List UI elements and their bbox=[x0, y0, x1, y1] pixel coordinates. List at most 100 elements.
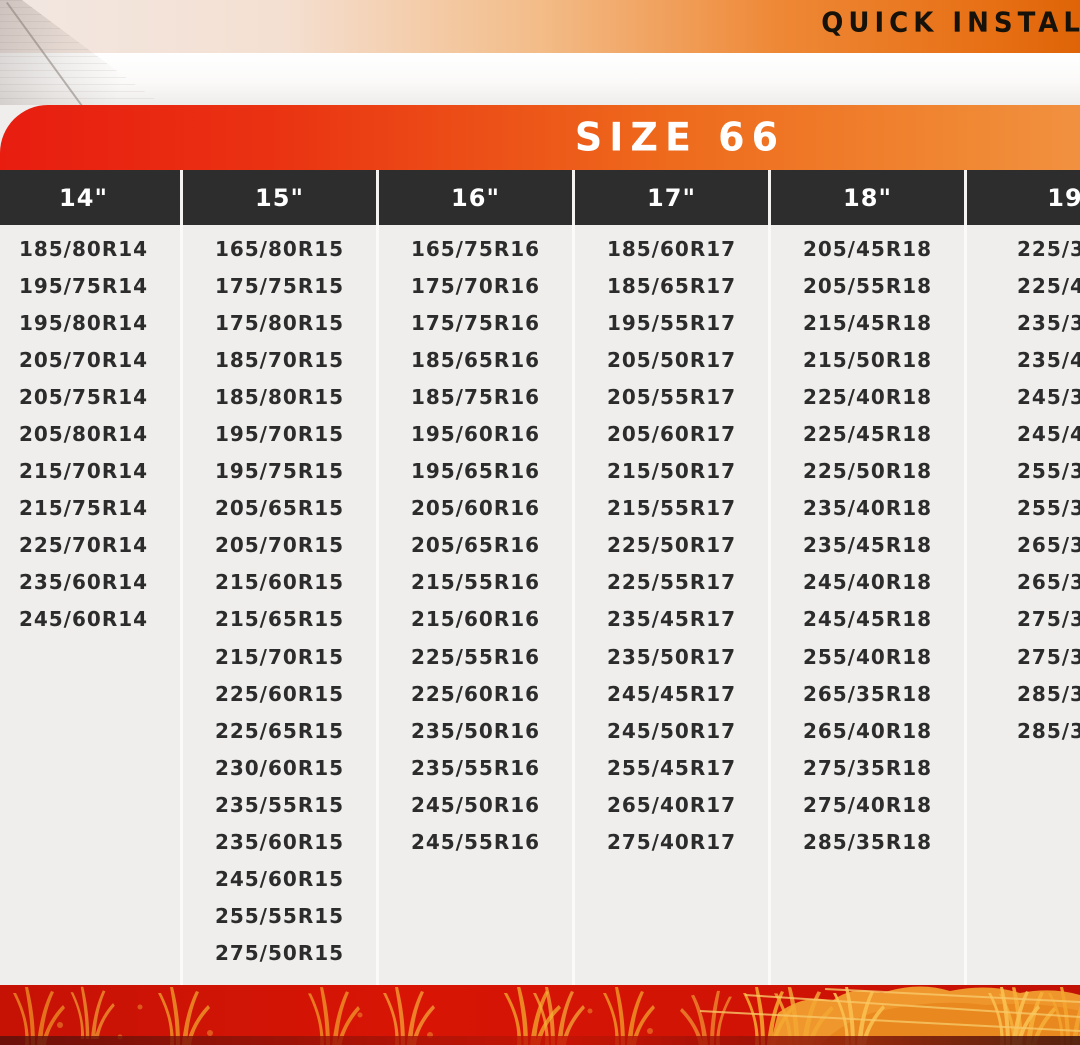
column-header-16: 16" bbox=[379, 170, 575, 225]
tire-size-cell: 195/75R15 bbox=[214, 459, 345, 484]
tire-size-cell: 285/35R18 bbox=[802, 830, 933, 855]
tire-size-cell: 195/65R16 bbox=[410, 459, 541, 484]
tire-size-cell: 245/50R17 bbox=[606, 718, 737, 743]
tire-size-cell: 185/60R17 bbox=[606, 236, 737, 261]
tire-size-cell: 235/60R14 bbox=[18, 570, 149, 595]
tire-size-cell: 275/35R18 bbox=[802, 755, 933, 780]
tire-size-cell: 255/40R18 bbox=[802, 644, 933, 669]
tire-size-cell: 225/4 bbox=[1017, 273, 1080, 298]
tire-size-cell: 265/35R18 bbox=[802, 681, 933, 706]
table-header-row: 14" 15" 16" 17" 18" 19 bbox=[0, 170, 1080, 225]
tire-size-cell: 265/40R18 bbox=[802, 718, 933, 743]
tire-size-cell: 185/65R16 bbox=[410, 347, 541, 372]
tire-size-cell: 195/70R15 bbox=[214, 422, 345, 447]
bottom-dark-strip bbox=[0, 1036, 1080, 1045]
tire-size-cell: 185/80R14 bbox=[18, 236, 149, 261]
tire-size-cell: 235/45R17 bbox=[606, 607, 737, 632]
tire-size-cell: 245/3 bbox=[1017, 384, 1080, 409]
tire-size-cell: 265/3 bbox=[1017, 533, 1080, 558]
tire-size-cell: 245/60R15 bbox=[214, 867, 345, 892]
tire-size-cell: 275/50R15 bbox=[214, 941, 345, 966]
tire-size-cell: 225/60R15 bbox=[214, 681, 345, 706]
tire-size-cell: 205/55R18 bbox=[802, 273, 933, 298]
tire-size-cell: 175/75R15 bbox=[214, 273, 345, 298]
tire-size-cell: 205/60R17 bbox=[606, 422, 737, 447]
tire-size-cell: 215/55R16 bbox=[410, 570, 541, 595]
tire-size-cell: 225/70R14 bbox=[18, 533, 149, 558]
column-header-14: 14" bbox=[0, 170, 183, 225]
tire-size-cell: 275/3 bbox=[1017, 644, 1080, 669]
tire-size-cell: 235/3 bbox=[1017, 310, 1080, 335]
tire-size-cell: 235/60R15 bbox=[214, 830, 345, 855]
tire-size-cell: 215/55R17 bbox=[606, 496, 737, 521]
tire-size-cell: 185/65R17 bbox=[606, 273, 737, 298]
tire-size-cell: 245/55R16 bbox=[410, 830, 541, 855]
tire-size-cell: 215/60R15 bbox=[214, 570, 345, 595]
tire-size-cell: 205/55R17 bbox=[606, 384, 737, 409]
tire-size-cell: 255/45R17 bbox=[606, 755, 737, 780]
tire-size-cell: 175/80R15 bbox=[214, 310, 345, 335]
tire-size-cell: 205/65R16 bbox=[410, 533, 541, 558]
column-header-label: 19 bbox=[1047, 183, 1080, 212]
tire-size-cell: 255/3 bbox=[1017, 496, 1080, 521]
tire-size-column-16: 165/75R16 175/70R16 175/75R16 185/65R16 185/… bbox=[379, 225, 575, 985]
tire-size-cell: 255/3 bbox=[1017, 459, 1080, 484]
tire-size-cell: 205/70R15 bbox=[214, 533, 345, 558]
tire-size-cell: 225/40R18 bbox=[802, 384, 933, 409]
tire-size-column-14: 185/80R14 195/75R14 195/80R14 205/70R14 205/… bbox=[0, 225, 183, 985]
tire-size-cell: 235/50R17 bbox=[606, 644, 737, 669]
tire-size-cell: 215/50R18 bbox=[802, 347, 933, 372]
tire-size-cell: 275/40R18 bbox=[802, 792, 933, 817]
column-header-17: 17" bbox=[575, 170, 771, 225]
size-banner: SIZE 66 bbox=[0, 105, 1080, 170]
tire-size-cell: 195/60R16 bbox=[410, 422, 541, 447]
tire-size-cell: 255/55R15 bbox=[214, 904, 345, 929]
size-banner-title: SIZE 66 bbox=[574, 113, 786, 160]
tire-size-cell: 165/80R15 bbox=[214, 236, 345, 261]
tire-size-column-15: 165/80R15 175/75R15 175/80R15 185/70R15 185/… bbox=[183, 225, 379, 985]
tire-size-cell: 225/45R18 bbox=[802, 422, 933, 447]
quick-install-title: QUICK INSTAL bbox=[821, 7, 1080, 39]
tire-size-cell: 245/60R14 bbox=[18, 607, 149, 632]
tire-size-cell: 215/65R15 bbox=[214, 607, 345, 632]
tire-size-cell: 275/3 bbox=[1017, 607, 1080, 632]
hero-orange-band: QUICK INSTAL bbox=[0, 0, 1080, 53]
tire-size-cell: 265/3 bbox=[1017, 570, 1080, 595]
tire-size-cell: 215/70R14 bbox=[18, 459, 149, 484]
column-header-label: 18" bbox=[843, 183, 892, 212]
tire-size-cell: 185/80R15 bbox=[214, 384, 345, 409]
column-header-label: 14" bbox=[59, 183, 108, 212]
tire-size-cell: 215/45R18 bbox=[802, 310, 933, 335]
tire-size-cell: 285/3 bbox=[1017, 718, 1080, 743]
foliage-illustration bbox=[13, 986, 1080, 1045]
tire-size-column-18: 205/45R18 205/55R18 215/45R18 215/50R18 225/… bbox=[771, 225, 967, 985]
tire-size-cell: 215/60R16 bbox=[410, 607, 541, 632]
column-header-label: 17" bbox=[647, 183, 696, 212]
column-header-18: 18" bbox=[771, 170, 967, 225]
tire-size-cell: 185/75R16 bbox=[410, 384, 541, 409]
tire-size-cell: 235/4 bbox=[1017, 347, 1080, 372]
tire-size-cell: 245/45R17 bbox=[606, 681, 737, 706]
tire-size-cell: 225/50R18 bbox=[802, 459, 933, 484]
tire-size-cell: 215/50R17 bbox=[606, 459, 737, 484]
tire-size-cell: 235/50R16 bbox=[410, 718, 541, 743]
tire-size-cell: 225/50R17 bbox=[606, 533, 737, 558]
tire-size-cell: 195/75R14 bbox=[18, 273, 149, 298]
tire-size-cell: 205/80R14 bbox=[18, 422, 149, 447]
tire-size-cell: 285/3 bbox=[1017, 681, 1080, 706]
tire-size-cell: 235/55R15 bbox=[214, 792, 345, 817]
tire-size-cell: 265/40R17 bbox=[606, 792, 737, 817]
tire-size-cell: 205/75R14 bbox=[18, 384, 149, 409]
tire-size-cell: 235/45R18 bbox=[802, 533, 933, 558]
bottom-foliage-art bbox=[0, 985, 1080, 1045]
tire-size-cell: 225/65R15 bbox=[214, 718, 345, 743]
tire-size-cell: 225/55R16 bbox=[410, 644, 541, 669]
hero-white-band bbox=[0, 53, 1080, 105]
tire-size-cell: 205/70R14 bbox=[18, 347, 149, 372]
tire-size-column-19: 225/3 225/4 235/3 235/4 245/3 245/4 255/3 255/3… bbox=[967, 225, 1080, 985]
tire-size-cell: 245/4 bbox=[1017, 422, 1080, 447]
tire-size-cell: 225/55R17 bbox=[606, 570, 737, 595]
column-header-15: 15" bbox=[183, 170, 379, 225]
tire-size-cell: 175/75R16 bbox=[410, 310, 541, 335]
